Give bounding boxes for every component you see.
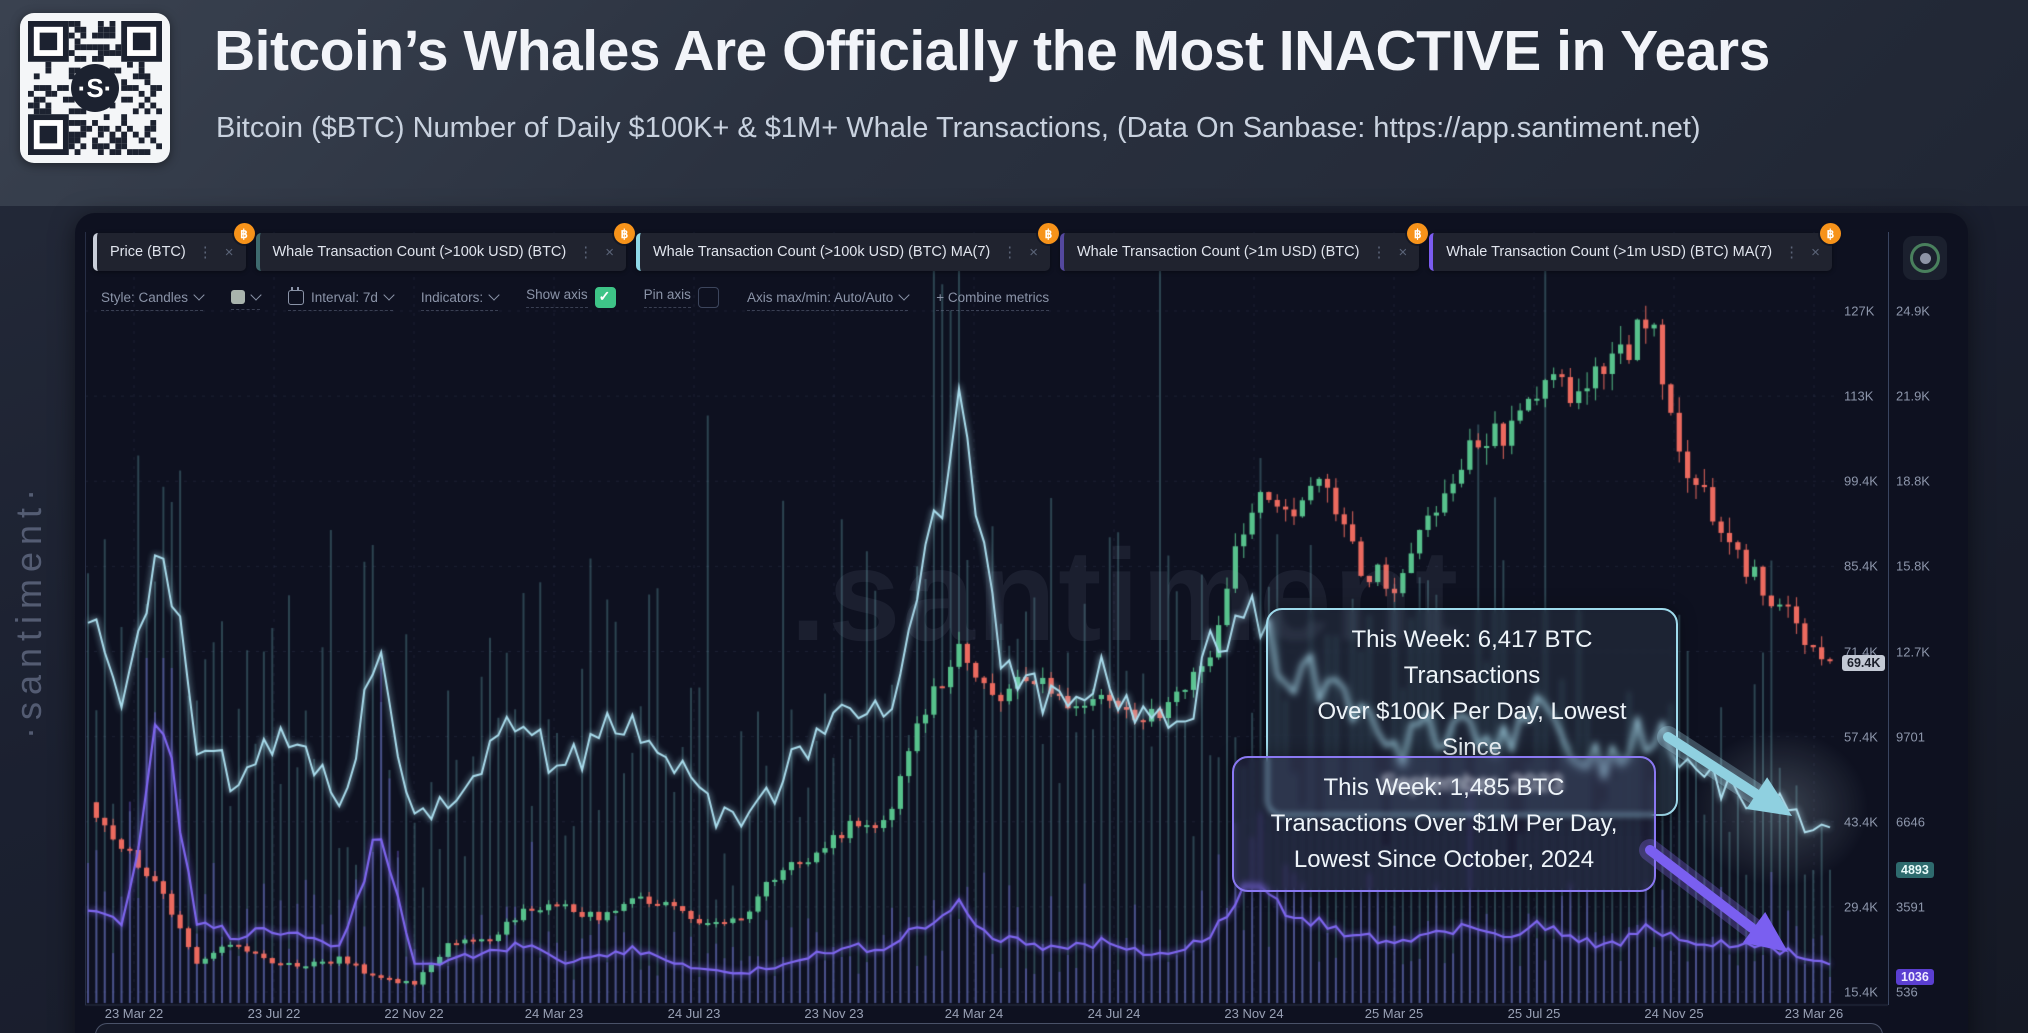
x-axis-date-label: 23 Mar 26: [1784, 1006, 1844, 1021]
combine-metrics-label: + Combine metrics: [936, 289, 1050, 305]
count-axis-label: 536: [1896, 984, 1918, 1000]
callout-line: Transactions Over $1M Per Day,: [1270, 810, 1618, 837]
pin-axis-label: Pin axis: [643, 287, 691, 308]
tab-menu-kebab-icon[interactable]: ⋮: [578, 244, 594, 261]
count-axis-label: 18.8K: [1896, 473, 1930, 489]
chevron-down-icon: [250, 289, 262, 301]
x-axis-date-label: 23 Nov 23: [804, 1006, 864, 1021]
show-axis-checkbox[interactable]: [594, 287, 616, 308]
tab-whale-4[interactable]: Whale Transaction Count (>1m USD) (BTC) …: [1429, 223, 1841, 271]
count-axis-label: 21.9K: [1896, 388, 1930, 404]
tab-whale-1[interactable]: Whale Transaction Count (>100k USD) (BTC…: [255, 223, 635, 271]
x-axis-date-label: 24 Jul 24: [1087, 1006, 1141, 1021]
callout-line: This Week: 6,417 BTC Transactions: [1351, 626, 1593, 689]
pin-axis-checkbox[interactable]: [697, 287, 719, 308]
price-axis-label: 15.4K: [1844, 984, 1878, 1000]
x-axis-date-label: 22 Nov 22: [384, 1006, 444, 1021]
axis-maxmin-label: Axis max/min: Auto/Auto: [746, 289, 894, 305]
chevron-down-icon: [383, 289, 395, 301]
price-current-badge: 69.4K: [1842, 655, 1886, 671]
combine-metrics-button[interactable]: + Combine metrics: [936, 289, 1050, 311]
x-axis-date-label: 23 Jul 22: [247, 1006, 301, 1021]
record-button[interactable]: [1903, 236, 1947, 280]
price-axis-label: 99.4K: [1844, 473, 1878, 489]
tab-label: Whale Transaction Count (>100k USD) (BTC…: [653, 244, 991, 260]
tab-price[interactable]: Price (BTC) ⋮ × ฿: [93, 223, 255, 271]
price-axis-label: 85.4K: [1844, 558, 1878, 574]
x-axis-date-label: 23 Nov 24: [1224, 1006, 1284, 1021]
bitcoin-badge-icon: ฿: [1407, 223, 1429, 244]
tab-close-icon[interactable]: ×: [1398, 243, 1408, 261]
indicators-label: Indicators:: [420, 289, 484, 305]
price-axis-label: 29.4K: [1844, 899, 1878, 915]
count-axis-label: 15.8K: [1896, 558, 1930, 574]
x-axis-date-label: 25 Mar 25: [1364, 1006, 1424, 1021]
tab-label: Whale Transaction Count (>1m USD) (BTC): [1077, 244, 1360, 260]
color-swatch-select[interactable]: [231, 289, 262, 310]
calendar-icon: [288, 286, 305, 305]
count-axis-label: 12.7K: [1896, 644, 1930, 659]
callout-line: Lowest Since October, 2024: [1293, 846, 1595, 873]
tab-menu-kebab-icon[interactable]: ⋮: [1784, 244, 1800, 261]
bitcoin-badge-icon: ฿: [614, 223, 635, 244]
x-axis-date-label: 24 Mar 23: [524, 1006, 584, 1021]
tab-close-icon[interactable]: ×: [224, 243, 234, 261]
callout-1m: This Week: 1,485 BTC Transactions Over $1…: [1232, 756, 1656, 892]
count-axis-label: 6646: [1896, 814, 1925, 830]
style-select[interactable]: Style: Candles: [101, 289, 205, 311]
tab-menu-kebab-icon[interactable]: ⋮: [197, 244, 213, 261]
interval-label: Interval: 7d: [311, 289, 378, 305]
price-axis-label: 127K: [1844, 303, 1875, 319]
chevron-down-icon: [193, 289, 205, 301]
x-axis-date-label: 24 Nov 25: [1644, 1006, 1704, 1021]
tab-label: Price (BTC): [110, 244, 186, 260]
count-axis-label: 24.9K: [1896, 303, 1930, 319]
tab-menu-kebab-icon[interactable]: ⋮: [1371, 244, 1387, 261]
show-axis-toggle[interactable]: Show axis: [526, 287, 616, 313]
tab-close-icon[interactable]: ×: [1811, 243, 1820, 261]
chevron-down-icon: [488, 289, 500, 301]
tab-label: Whale Transaction Count (>100k USD) (BTC…: [272, 244, 567, 260]
bitcoin-badge-icon: ฿: [233, 223, 255, 244]
plot-left-edge: [85, 232, 86, 1005]
bitcoin-badge-icon: ฿: [1038, 223, 1059, 244]
price-axis-label: 57.4K: [1844, 729, 1878, 745]
interval-select[interactable]: Interval: 7d: [288, 286, 395, 311]
axis-maxmin-select[interactable]: Axis max/min: Auto/Auto: [746, 289, 910, 311]
x-axis-date-label: 25 Jul 25: [1507, 1006, 1561, 1021]
price-axis-label: 43.4K: [1844, 814, 1878, 830]
timeline-minimap[interactable]: [95, 1023, 1883, 1033]
count-1m-current-badge: 1036: [1896, 969, 1934, 985]
callout-line: This Week: 1,485 BTC: [1323, 774, 1565, 801]
x-axis-date-label: 24 Mar 24: [944, 1006, 1004, 1021]
tab-whale-2[interactable]: Whale Transaction Count (>100k USD) (BTC…: [636, 223, 1059, 271]
count-axis-label: 9701: [1896, 729, 1925, 745]
x-axis-date-label: 23 Mar 22: [104, 1006, 164, 1021]
price-axis-label: 113K: [1844, 388, 1874, 404]
tab-whale-3[interactable]: Whale Transaction Count (>1m USD) (BTC) ⋮…: [1060, 223, 1429, 271]
pin-axis-toggle[interactable]: Pin axis: [643, 287, 719, 313]
indicators-select[interactable]: Indicators:: [420, 289, 500, 311]
metric-tabs: Price (BTC) ⋮ × ฿ Whale Transaction Count (>…: [93, 223, 1841, 271]
record-icon: [1910, 243, 1940, 273]
tab-label: Whale Transaction Count (>1m USD) (BTC) …: [1446, 244, 1773, 260]
axis-separator: [1888, 232, 1889, 1005]
color-swatch-icon: [231, 290, 246, 304]
chart-toolbar: Style: Candles Interval: 7d Indicators: …: [101, 286, 1050, 313]
tab-close-icon[interactable]: ×: [605, 243, 614, 261]
show-axis-label: Show axis: [526, 287, 588, 308]
style-label: Style: Candles: [101, 289, 189, 305]
tab-close-icon[interactable]: ×: [1029, 243, 1038, 261]
bitcoin-badge-icon: ฿: [1819, 223, 1841, 244]
count-axis-label: 3591: [1896, 899, 1925, 915]
x-axis-date-label: 24 Jul 23: [667, 1006, 721, 1021]
chevron-down-icon: [898, 289, 910, 301]
count-100k-current-badge: 4893: [1896, 862, 1934, 878]
tab-menu-kebab-icon[interactable]: ⋮: [1002, 244, 1018, 261]
